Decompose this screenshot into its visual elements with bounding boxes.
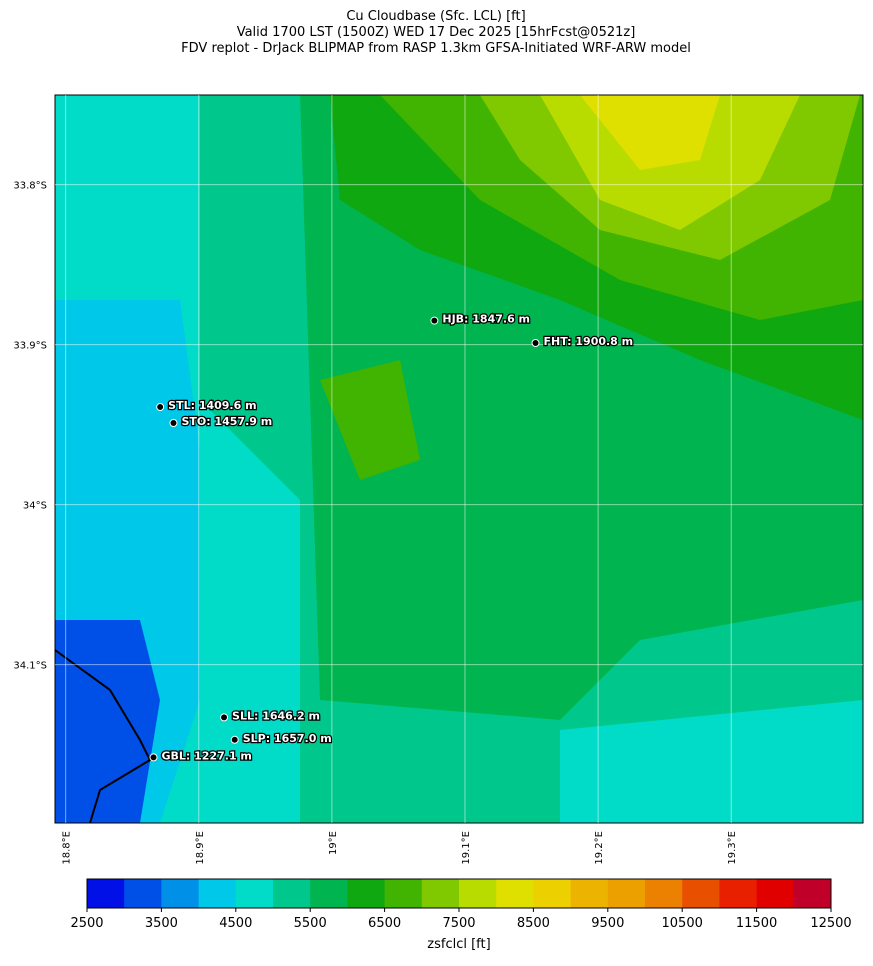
- colorbar-tick-label: 7500: [442, 916, 475, 931]
- colorbar-bin: [198, 879, 237, 908]
- colorbar-bin: [347, 879, 386, 908]
- x-tick-label: 19.1°E: [461, 831, 472, 865]
- station-marker: [169, 419, 178, 427]
- title-line: Cu Cloudbase (Sfc. LCL) [ft]: [346, 9, 525, 24]
- y-tick-label: 33.9°S: [13, 341, 47, 352]
- x-tick-label: 19.3°E: [727, 831, 738, 865]
- colorbar-bin: [682, 879, 720, 908]
- colorbar-tick-label: 8500: [517, 916, 550, 931]
- colorbar-bin: [496, 879, 534, 908]
- station-label: GBL: 1227.1 m: [162, 749, 252, 762]
- colorbar-bin: [719, 879, 758, 908]
- title-line: FDV replot - DrJack BLIPMAP from RASP 1.…: [181, 41, 691, 56]
- colorbar-tick-label: 4500: [219, 916, 252, 931]
- colorbar-bin: [793, 879, 832, 908]
- station-label: STO: 1457.9 m: [181, 415, 272, 428]
- colorbar-tick-label: 12500: [810, 916, 851, 931]
- colorbar-bin: [273, 879, 311, 908]
- station-marker: [531, 339, 540, 347]
- colorbar-bin: [87, 879, 125, 908]
- x-tick-label: 18.9°E: [195, 831, 206, 865]
- station-marker: [156, 403, 165, 411]
- colorbar-label: zsfclcl [ft]: [427, 937, 490, 952]
- colorbar-tick-label: 9500: [591, 916, 624, 931]
- colorbar-tick-label: 10500: [662, 916, 703, 931]
- station-label: SLL: 1646.2 m: [232, 709, 320, 722]
- colorbar-tick-label: 6500: [368, 916, 401, 931]
- y-tick-label: 34°S: [23, 501, 47, 512]
- station-marker: [430, 316, 439, 325]
- station-marker: [230, 735, 239, 744]
- grid: [55, 95, 863, 823]
- colorbar-tick-label: 2500: [70, 916, 103, 931]
- colorbar-bin: [310, 879, 348, 908]
- colorbar-bin: [421, 879, 460, 908]
- colorbar-bin: [235, 879, 274, 908]
- title-line: Valid 1700 LST (1500Z) WED 17 Dec 2025 […: [237, 25, 636, 40]
- colorbar-bin: [124, 879, 162, 908]
- x-tick-label: 19°E: [328, 831, 339, 855]
- colorbar-bin: [384, 879, 423, 908]
- colorbar-tick-label: 5500: [294, 916, 327, 931]
- map-frame: [54, 94, 864, 824]
- y-tick-label: 34.1°S: [13, 661, 47, 672]
- x-tick-label: 19.2°E: [594, 831, 605, 865]
- colorbar-bin: [533, 879, 572, 908]
- map-field: [55, 95, 863, 823]
- colorbar-tick-label: 3500: [145, 916, 178, 931]
- colorbar-tick-label: 11500: [736, 916, 777, 931]
- station-marker: [220, 713, 229, 722]
- station-label: FHT: 1900.8 m: [544, 335, 634, 348]
- station-label: STL: 1409.6 m: [168, 399, 256, 412]
- colorbar-bin: [161, 879, 200, 908]
- station-marker: [149, 753, 158, 762]
- colorbar-bin: [570, 879, 609, 908]
- colorbar-bin: [459, 879, 497, 908]
- y-tick-label: 33.8°S: [13, 181, 47, 192]
- x-tick-label: 18.8°E: [62, 831, 73, 865]
- colorbar-bin: [607, 879, 646, 908]
- colorbar-bin: [645, 879, 683, 908]
- station-label: SLP: 1657.0 m: [243, 732, 332, 745]
- station-label: HJB: 1847.6 m: [442, 313, 530, 326]
- colorbar-bin: [756, 879, 795, 908]
